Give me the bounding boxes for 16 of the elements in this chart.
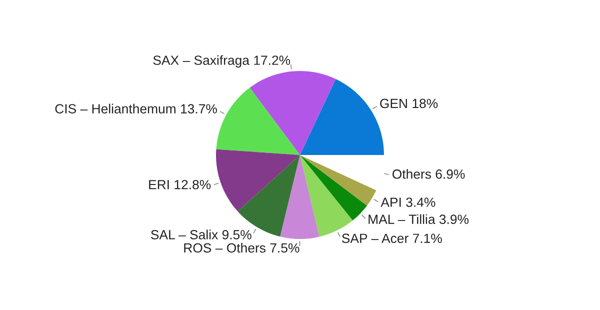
slice-label: ROS – Others 7.5%: [184, 242, 300, 253]
pie-slice: [216, 149, 300, 212]
pie-slice: [280, 155, 320, 239]
slice-label: MAL – Tillia 3.9%: [368, 214, 469, 224]
slice-label: SAX – Saxifraga 17.2%: [153, 55, 290, 68]
pie-slice: [216, 88, 300, 155]
slice-label: GEN 18%: [380, 98, 438, 108]
pie-slice: [250, 71, 336, 155]
pie-slice: [300, 155, 368, 220]
slice-label: Others 6.9%: [392, 169, 465, 179]
slice-label: SAL – Salix 9.5%: [151, 230, 252, 240]
slice-label: API 3.4%: [380, 198, 436, 207]
slice-label: CIS – Helianthemum 13.7%: [55, 104, 217, 114]
pie-slice: [300, 155, 376, 206]
slice-label: SAP – Acer 7.1%: [342, 234, 442, 244]
slice-label: ERI 12.8%: [149, 180, 211, 190]
